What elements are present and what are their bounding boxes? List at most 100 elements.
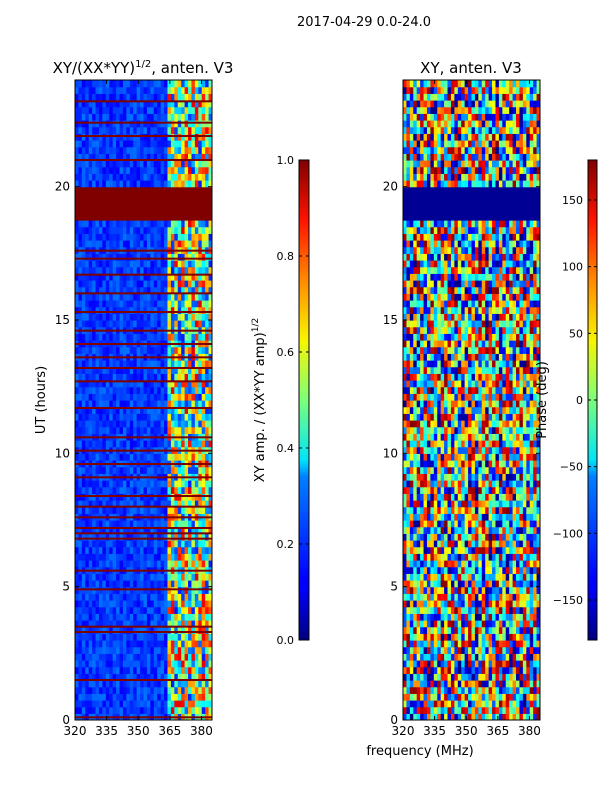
amplitude-heatmap-cell xyxy=(95,420,100,428)
amplitude-heatmap-cell xyxy=(198,220,203,228)
amplitude-heatmap-cell xyxy=(109,100,114,108)
phase-heatmap-cell xyxy=(433,573,438,581)
amplitude-heatmap-cell xyxy=(112,706,117,714)
amplitude-heatmap-cell xyxy=(109,106,114,114)
amplitude-heatmap-cell xyxy=(98,620,103,628)
amplitude-heatmap-cell xyxy=(191,606,196,614)
amplitude-heatmap-cell xyxy=(116,160,121,168)
amplitude-heatmap-cell xyxy=(133,553,138,561)
amplitude-heatmap-cell xyxy=(126,333,131,341)
phase-heatmap-cell xyxy=(471,613,476,621)
amplitude-heatmap-cell xyxy=(167,140,172,148)
amplitude-heatmap-cell xyxy=(140,606,145,614)
phase-heatmap-cell xyxy=(440,560,445,568)
amplitude-heatmap-cell xyxy=(146,386,151,394)
amplitude-heatmap-cell xyxy=(208,400,212,408)
amplitude-heatmap-cell xyxy=(98,146,103,154)
amplitude-heatmap-cell xyxy=(181,320,186,328)
amplitude-heatmap-cell xyxy=(95,673,100,681)
amplitude-heatmap-cell xyxy=(81,533,86,541)
amplitude-heatmap-cell xyxy=(153,573,158,581)
phase-heatmap-cell xyxy=(492,640,497,648)
amplitude-heatmap-cell xyxy=(126,106,131,114)
phase-heatmap-cell xyxy=(488,546,493,554)
amplitude-heatmap-cell xyxy=(208,626,212,634)
amplitude-heatmap-cell xyxy=(81,313,86,321)
amplitude-colorbar-frame xyxy=(298,159,310,641)
amplitude-heatmap-cell xyxy=(98,486,103,494)
amplitude-heatmap-cell xyxy=(133,93,138,101)
amplitude-heatmap-cell xyxy=(92,673,97,681)
amplitude-heatmap-cell xyxy=(150,540,155,548)
phase-heatmap-cell xyxy=(426,540,431,548)
amplitude-heatmap-cell xyxy=(85,213,90,221)
amplitude-heatmap-cell xyxy=(198,380,203,388)
amplitude-heatmap-cell xyxy=(181,420,186,428)
phase-heatmap-cell xyxy=(536,606,540,614)
amplitude-heatmap-cell xyxy=(126,166,131,174)
amplitude-heatmap-cell xyxy=(112,426,117,434)
amplitude-heatmap-cell xyxy=(119,426,124,434)
phase-heatmap-cell xyxy=(468,553,473,561)
amplitude-heatmap-cell xyxy=(191,300,196,308)
amplitude-heatmap-cell xyxy=(208,306,212,314)
amplitude-heatmap-cell xyxy=(75,373,80,381)
amplitude-heatmap-cell xyxy=(102,633,107,641)
amplitude-heatmap-cell xyxy=(75,666,80,674)
amplitude-heatmap-cell xyxy=(191,233,196,241)
amplitude-heatmap-cell xyxy=(140,286,145,294)
phase-heatmap-cell xyxy=(505,586,510,594)
amplitude-heatmap-cell xyxy=(201,286,206,294)
amplitude-heatmap-cell xyxy=(177,646,182,654)
amplitude-heatmap-cell xyxy=(177,700,182,708)
amplitude-heatmap-cell xyxy=(150,240,155,248)
amplitude-heatmap-cell xyxy=(133,220,138,228)
amplitude-heatmap-cell xyxy=(85,153,90,161)
amplitude-heatmap-cell xyxy=(167,153,172,161)
amplitude-heatmap-cell xyxy=(95,113,100,121)
amplitude-heatmap-cell xyxy=(160,626,165,634)
phase-heatmap-cell xyxy=(529,593,534,601)
amplitude-heatmap-cell xyxy=(181,86,186,94)
amplitude-heatmap-cell xyxy=(75,526,80,534)
amplitude-heatmap-cell xyxy=(126,153,131,161)
phase-heatmap-cell xyxy=(440,540,445,548)
amplitude-heatmap-cell xyxy=(157,346,162,354)
phase-heatmap-cell xyxy=(406,660,411,668)
amplitude-heatmap-cell xyxy=(122,680,127,688)
amplitude-heatmap-cell xyxy=(81,420,86,428)
amplitude-heatmap-cell xyxy=(78,440,83,448)
amplitude-heatmap-cell xyxy=(153,233,158,241)
amplitude-heatmap-cell xyxy=(177,233,182,241)
amplitude-heatmap-cell xyxy=(105,320,110,328)
phase-heatmap-cell xyxy=(512,673,517,681)
amplitude-heatmap-cell xyxy=(184,366,189,374)
amplitude-heatmap-cell xyxy=(208,193,212,201)
amplitude-heatmap-cell xyxy=(95,86,100,94)
phase-heatmap-cell xyxy=(481,573,486,581)
amplitude-heatmap-cell xyxy=(105,560,110,568)
amplitude-heatmap-cell xyxy=(98,526,103,534)
amplitude-heatmap-cell xyxy=(146,640,151,648)
amplitude-heatmap-cell xyxy=(150,620,155,628)
amplitude-heatmap-cell xyxy=(208,93,212,101)
amplitude-heatmap-cell xyxy=(129,153,134,161)
phase-heatmap-cell xyxy=(519,660,524,668)
amplitude-heatmap-cell xyxy=(88,546,93,554)
amplitude-heatmap-cell xyxy=(81,93,86,101)
amplitude-heatmap-cell xyxy=(150,673,155,681)
amplitude-heatmap-cell xyxy=(191,526,196,534)
amplitude-heatmap-cell xyxy=(174,606,179,614)
amplitude-heatmap-cell xyxy=(105,160,110,168)
phase-heatmap-cell xyxy=(498,680,503,688)
phase-heatmap-cell xyxy=(457,706,462,714)
amplitude-heatmap-cell xyxy=(194,300,199,308)
amplitude-heatmap-cell xyxy=(181,646,186,654)
amplitude-heatmap-cell xyxy=(92,140,97,148)
amplitude-heatmap-cell xyxy=(119,360,124,368)
amplitude-heatmap-cell xyxy=(119,240,124,248)
amplitude-heatmap-cell xyxy=(95,346,100,354)
phase-heatmap-cell xyxy=(437,620,442,628)
phase-heatmap-cell xyxy=(413,653,418,661)
amplitude-heatmap-cell xyxy=(140,306,145,314)
